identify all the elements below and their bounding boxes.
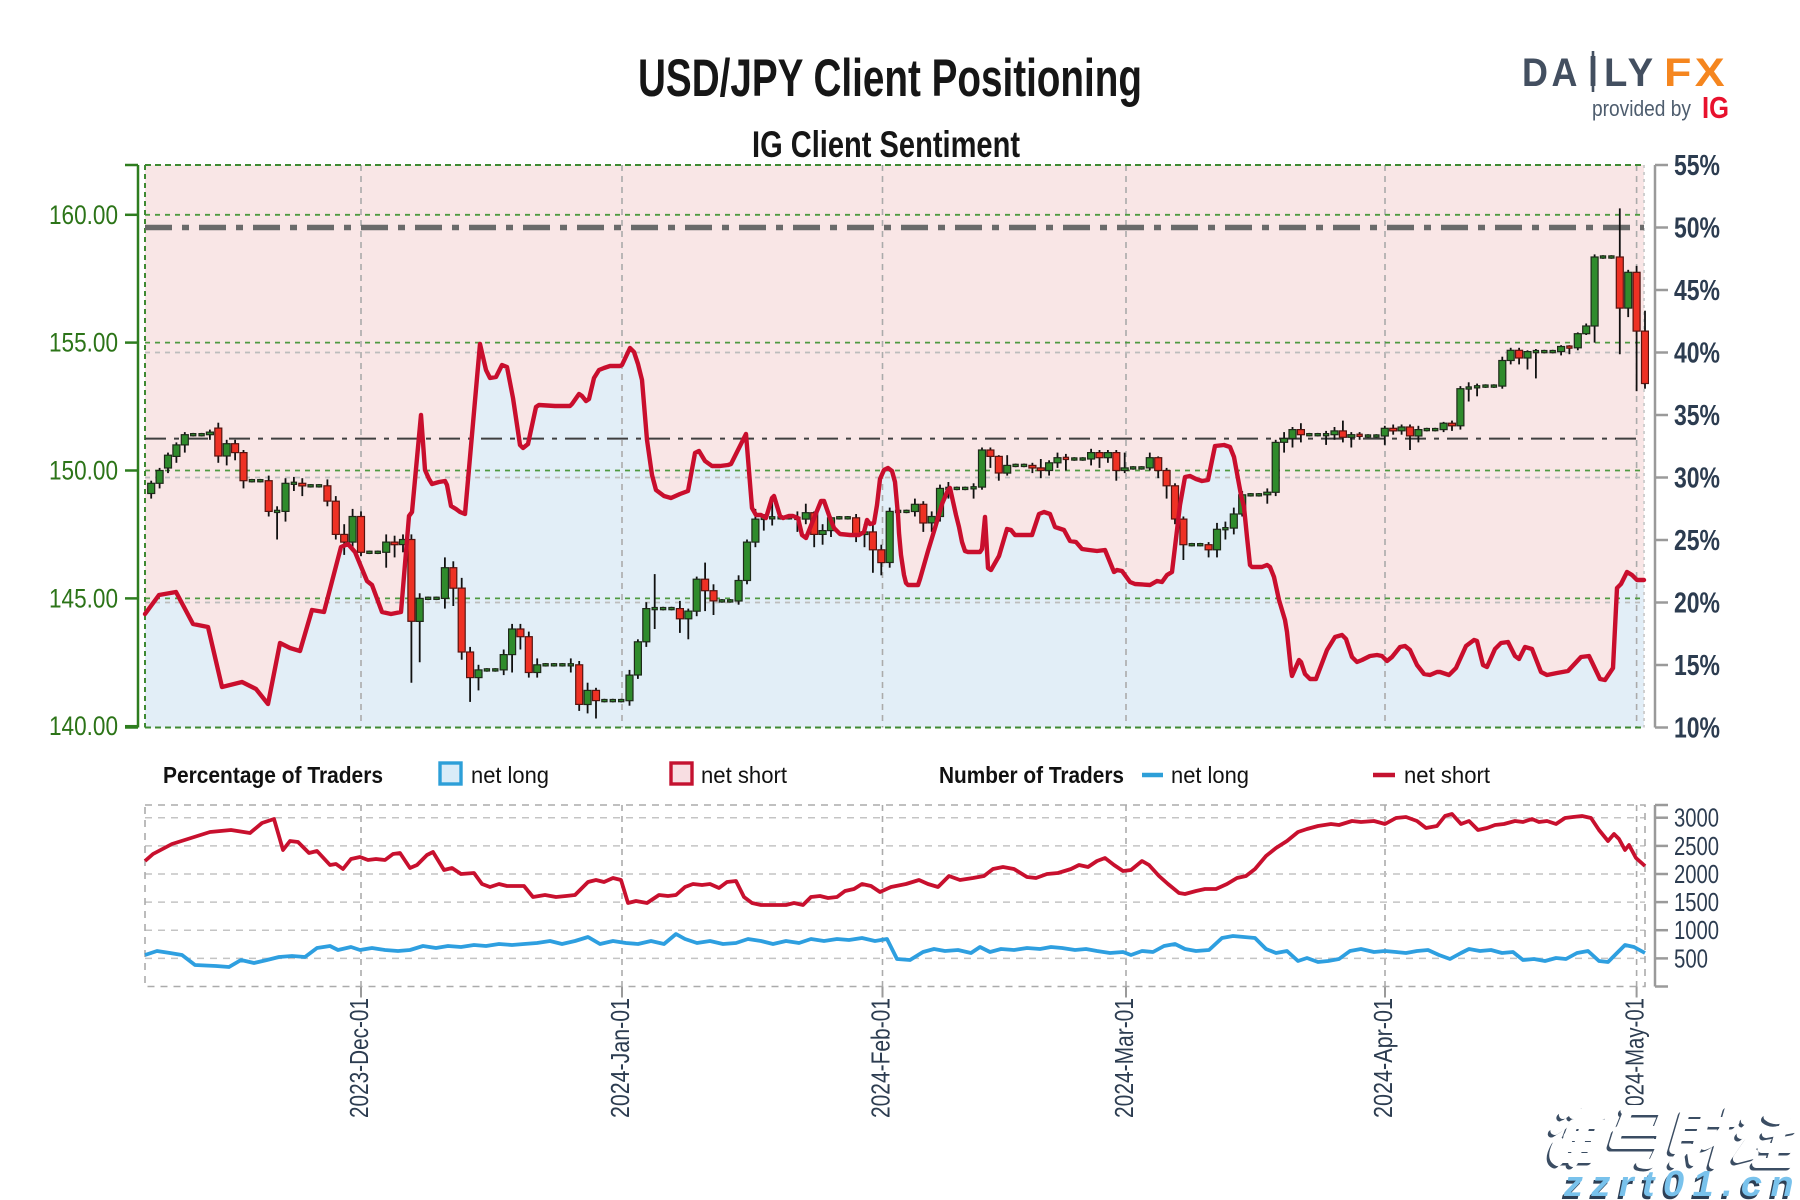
- svg-text:25%: 25%: [1674, 525, 1720, 557]
- svg-text:2023-Dec-01: 2023-Dec-01: [344, 998, 374, 1118]
- svg-text:net short: net short: [1404, 762, 1491, 788]
- svg-text:LY: LY: [1604, 51, 1657, 95]
- svg-text:500: 500: [1674, 943, 1708, 973]
- svg-text:net long: net long: [471, 762, 549, 788]
- svg-text:Number of Traders: Number of Traders: [939, 762, 1124, 788]
- svg-text:zzrt01.cn: zzrt01.cn: [1563, 1163, 1800, 1200]
- svg-text:zzrt01.cn: zzrt01.cn: [1561, 1166, 1800, 1200]
- svg-text:1500: 1500: [1674, 887, 1719, 917]
- svg-text:140.00: 140.00: [49, 711, 118, 741]
- svg-text:40%: 40%: [1674, 338, 1720, 370]
- svg-text:2024-May-01: 2024-May-01: [1620, 998, 1650, 1118]
- svg-text:35%: 35%: [1674, 400, 1720, 432]
- svg-text:2024-Apr-01: 2024-Apr-01: [1368, 998, 1398, 1118]
- svg-text:IG Client Sentiment: IG Client Sentiment: [752, 124, 1020, 165]
- svg-text:45%: 45%: [1674, 275, 1720, 307]
- svg-text:2024-Mar-01: 2024-Mar-01: [1109, 998, 1139, 1118]
- svg-text:3000: 3000: [1674, 803, 1719, 833]
- svg-text:2024-Jan-01: 2024-Jan-01: [605, 998, 635, 1118]
- svg-text:55%: 55%: [1674, 150, 1720, 182]
- svg-text:145.00: 145.00: [49, 583, 118, 613]
- svg-text:net short: net short: [701, 762, 788, 788]
- svg-text:2500: 2500: [1674, 831, 1719, 861]
- svg-text:DA: DA: [1522, 51, 1581, 95]
- svg-text:160.00: 160.00: [49, 200, 118, 230]
- svg-text:FX: FX: [1664, 51, 1728, 95]
- svg-text:150.00: 150.00: [49, 456, 118, 486]
- svg-text:20%: 20%: [1674, 588, 1720, 620]
- svg-text:provided by: provided by: [1592, 96, 1691, 121]
- svg-text:155.00: 155.00: [49, 328, 118, 358]
- svg-text:1000: 1000: [1674, 915, 1719, 945]
- svg-text:50%: 50%: [1674, 213, 1720, 245]
- svg-text:2000: 2000: [1674, 859, 1719, 889]
- svg-text:30%: 30%: [1674, 463, 1720, 495]
- svg-text:IG: IG: [1702, 90, 1729, 125]
- svg-text:USD/JPY Client Positioning: USD/JPY Client Positioning: [638, 49, 1142, 108]
- svg-text:2024-Feb-01: 2024-Feb-01: [866, 998, 896, 1118]
- svg-text:Percentage of Traders: Percentage of Traders: [163, 762, 383, 788]
- svg-text:net long: net long: [1171, 762, 1249, 788]
- svg-text:10%: 10%: [1674, 713, 1720, 745]
- svg-text:15%: 15%: [1674, 650, 1720, 682]
